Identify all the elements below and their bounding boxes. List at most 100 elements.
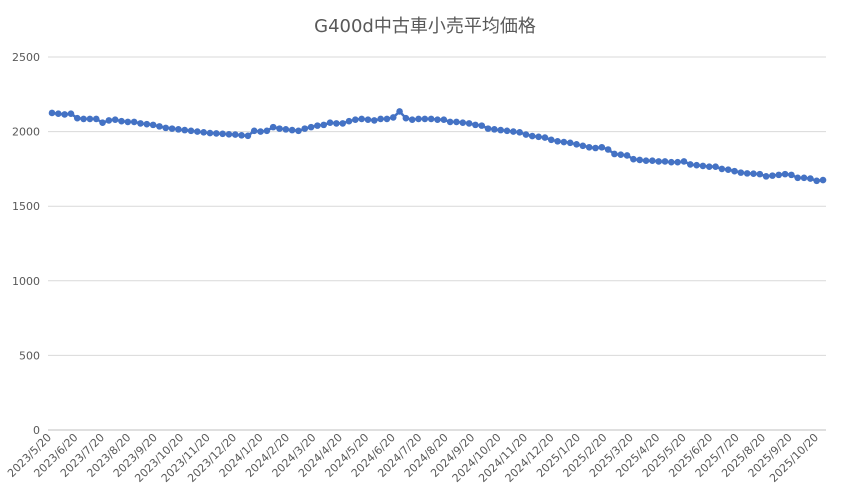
data-point <box>377 115 384 123</box>
y-tick-label: 2000 <box>12 126 40 139</box>
y-tick-label: 2500 <box>12 51 40 64</box>
data-point <box>731 167 738 175</box>
data-point <box>168 125 176 132</box>
data-point <box>225 130 233 138</box>
data-point <box>604 146 612 153</box>
data-point <box>105 117 113 124</box>
data-point <box>301 125 309 132</box>
data-point <box>137 120 144 127</box>
data-point <box>143 120 151 128</box>
data-point <box>238 132 245 139</box>
data-point <box>206 129 214 137</box>
data-point <box>503 127 511 135</box>
data-point <box>396 108 403 115</box>
data-point <box>497 126 504 134</box>
data-point <box>67 110 75 117</box>
data-point <box>743 170 751 177</box>
data-point <box>566 139 574 147</box>
data-point <box>573 140 580 148</box>
data-point <box>737 169 745 176</box>
data-point <box>579 142 587 150</box>
data-point <box>389 114 397 121</box>
data-point <box>80 115 87 123</box>
data-point <box>352 116 359 123</box>
data-point <box>162 124 170 132</box>
data-point <box>724 166 732 173</box>
data-point <box>484 125 492 132</box>
data-point <box>642 157 650 164</box>
data-point <box>592 144 599 152</box>
data-point <box>194 128 201 135</box>
data-point <box>73 114 81 122</box>
data-point <box>478 122 486 129</box>
data-point <box>459 119 467 126</box>
data-point <box>326 119 334 126</box>
data-point <box>769 172 776 179</box>
data-point <box>358 115 365 123</box>
data-point <box>750 170 757 177</box>
data-point <box>99 119 106 126</box>
data-point <box>440 116 448 123</box>
data-point <box>655 158 662 165</box>
data-point <box>402 114 410 122</box>
y-tick-label: 1000 <box>12 275 40 288</box>
data-point <box>250 127 258 135</box>
data-point <box>124 118 132 126</box>
data-point <box>339 120 347 127</box>
data-point <box>775 171 783 179</box>
data-point <box>244 132 252 140</box>
data-point <box>219 130 226 138</box>
data-point <box>333 120 340 127</box>
data-point <box>686 161 694 168</box>
data-point <box>231 131 239 138</box>
data-point <box>661 158 669 165</box>
data-point <box>55 110 62 117</box>
data-point <box>453 118 460 126</box>
data-point <box>383 115 391 123</box>
data-point <box>674 158 681 166</box>
data-point <box>510 128 517 135</box>
data-point <box>699 162 707 170</box>
data-point <box>263 127 271 135</box>
data-point <box>813 177 820 185</box>
data-point <box>756 170 764 178</box>
data-point <box>307 123 315 131</box>
data-point <box>86 115 94 123</box>
data-point <box>649 157 656 164</box>
data-point <box>415 115 422 123</box>
data-point <box>585 143 593 151</box>
data-point <box>345 117 353 125</box>
data-point <box>257 128 264 135</box>
data-point <box>156 123 163 130</box>
data-point <box>465 120 473 127</box>
data-point <box>48 109 56 117</box>
data-point <box>560 138 568 146</box>
data-point <box>636 156 644 164</box>
data-point <box>535 133 542 141</box>
y-tick-label: 0 <box>33 424 40 437</box>
data-point <box>446 118 454 126</box>
y-tick-label: 1500 <box>12 200 40 213</box>
data-point <box>175 126 182 133</box>
data-point <box>111 116 119 123</box>
data-point <box>617 151 625 159</box>
data-point <box>276 125 283 132</box>
data-point <box>187 127 195 135</box>
data-point <box>807 175 814 182</box>
y-tick-label: 500 <box>19 349 40 362</box>
data-point <box>92 115 100 123</box>
data-point <box>819 176 827 184</box>
data-point <box>522 131 530 138</box>
data-point <box>668 158 675 166</box>
data-point <box>364 116 372 123</box>
data-point <box>118 117 125 125</box>
data-point <box>554 137 561 145</box>
data-point <box>213 130 220 137</box>
data-point <box>130 118 138 126</box>
data-point <box>61 111 68 118</box>
data-point <box>598 143 606 151</box>
data-point <box>794 174 802 182</box>
data-point <box>800 174 808 182</box>
